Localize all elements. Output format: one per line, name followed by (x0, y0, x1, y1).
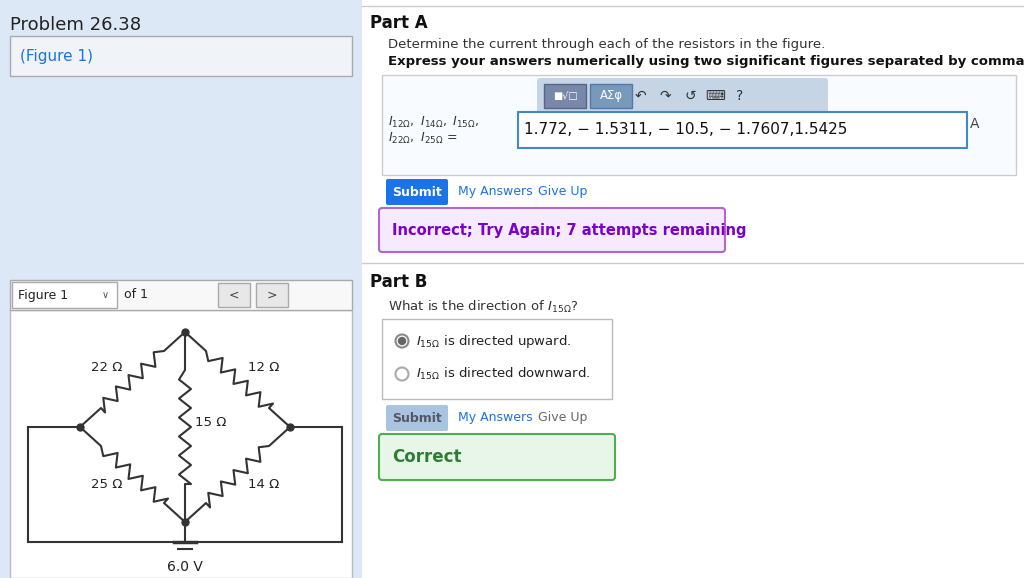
Text: (Figure 1): (Figure 1) (20, 49, 93, 64)
Text: ↺: ↺ (684, 89, 696, 103)
FancyBboxPatch shape (518, 112, 967, 148)
FancyBboxPatch shape (386, 179, 449, 205)
Text: 25 Ω: 25 Ω (91, 478, 123, 491)
Text: <: < (228, 288, 240, 302)
Text: ↶: ↶ (634, 89, 646, 103)
Text: My Answers: My Answers (458, 412, 532, 424)
Text: Give Up: Give Up (538, 412, 588, 424)
Text: My Answers: My Answers (458, 186, 532, 198)
Circle shape (398, 338, 406, 344)
Text: Part A: Part A (370, 14, 428, 32)
FancyBboxPatch shape (362, 0, 1024, 578)
Text: Part B: Part B (370, 273, 427, 291)
FancyBboxPatch shape (544, 84, 586, 108)
FancyBboxPatch shape (379, 434, 615, 480)
FancyBboxPatch shape (10, 310, 352, 578)
Text: Correct: Correct (392, 448, 462, 466)
Text: ↷: ↷ (659, 89, 671, 103)
Text: 6.0 V: 6.0 V (167, 560, 203, 574)
FancyBboxPatch shape (12, 282, 117, 308)
Text: Give Up: Give Up (538, 186, 588, 198)
FancyBboxPatch shape (382, 75, 1016, 175)
Text: 14 Ω: 14 Ω (248, 478, 279, 491)
Text: of 1: of 1 (124, 288, 148, 302)
Text: Submit: Submit (392, 186, 442, 198)
Text: Incorrect; Try Again; 7 attempts remaining: Incorrect; Try Again; 7 attempts remaini… (392, 223, 746, 238)
FancyBboxPatch shape (386, 405, 449, 431)
Text: 15 Ω: 15 Ω (195, 416, 226, 428)
Text: A: A (971, 117, 980, 131)
FancyBboxPatch shape (218, 283, 250, 307)
FancyBboxPatch shape (382, 319, 612, 399)
FancyBboxPatch shape (379, 208, 725, 252)
Text: 22 Ω: 22 Ω (91, 361, 123, 374)
Text: What is the direction of $I_{15\Omega}$?: What is the direction of $I_{15\Omega}$? (388, 299, 579, 315)
FancyBboxPatch shape (0, 0, 362, 578)
Text: ⌨: ⌨ (705, 89, 725, 103)
FancyBboxPatch shape (537, 78, 828, 114)
Text: Problem 26.38: Problem 26.38 (10, 16, 141, 34)
FancyBboxPatch shape (256, 283, 288, 307)
Text: Submit: Submit (392, 412, 442, 424)
Text: AΣφ: AΣφ (599, 90, 623, 102)
Text: Figure 1: Figure 1 (18, 288, 69, 302)
Text: 12 Ω: 12 Ω (248, 361, 279, 374)
Text: Express your answers numerically using two significant figures separated by comm: Express your answers numerically using t… (388, 55, 1024, 68)
Text: $I_{22\Omega},\ I_{25\Omega}$ =: $I_{22\Omega},\ I_{25\Omega}$ = (388, 131, 458, 146)
Text: ∨: ∨ (101, 290, 109, 300)
Text: $I_{15\Omega}$ is directed downward.: $I_{15\Omega}$ is directed downward. (416, 366, 591, 382)
Text: 1.772, − 1.5311, − 10.5, − 1.7607,1.5425: 1.772, − 1.5311, − 10.5, − 1.7607,1.5425 (524, 123, 848, 138)
FancyBboxPatch shape (10, 36, 352, 76)
Text: ■√□: ■√□ (553, 91, 578, 101)
Text: Determine the current through each of the resistors in the figure.: Determine the current through each of th… (388, 38, 825, 51)
Text: ?: ? (736, 89, 743, 103)
FancyBboxPatch shape (590, 84, 632, 108)
Text: >: > (266, 288, 278, 302)
Text: $I_{15\Omega}$ is directed upward.: $I_{15\Omega}$ is directed upward. (416, 332, 571, 350)
FancyBboxPatch shape (10, 280, 352, 310)
Text: $I_{12\Omega},\ I_{14\Omega},\ I_{15\Omega},$: $I_{12\Omega},\ I_{14\Omega},\ I_{15\Ome… (388, 114, 479, 129)
